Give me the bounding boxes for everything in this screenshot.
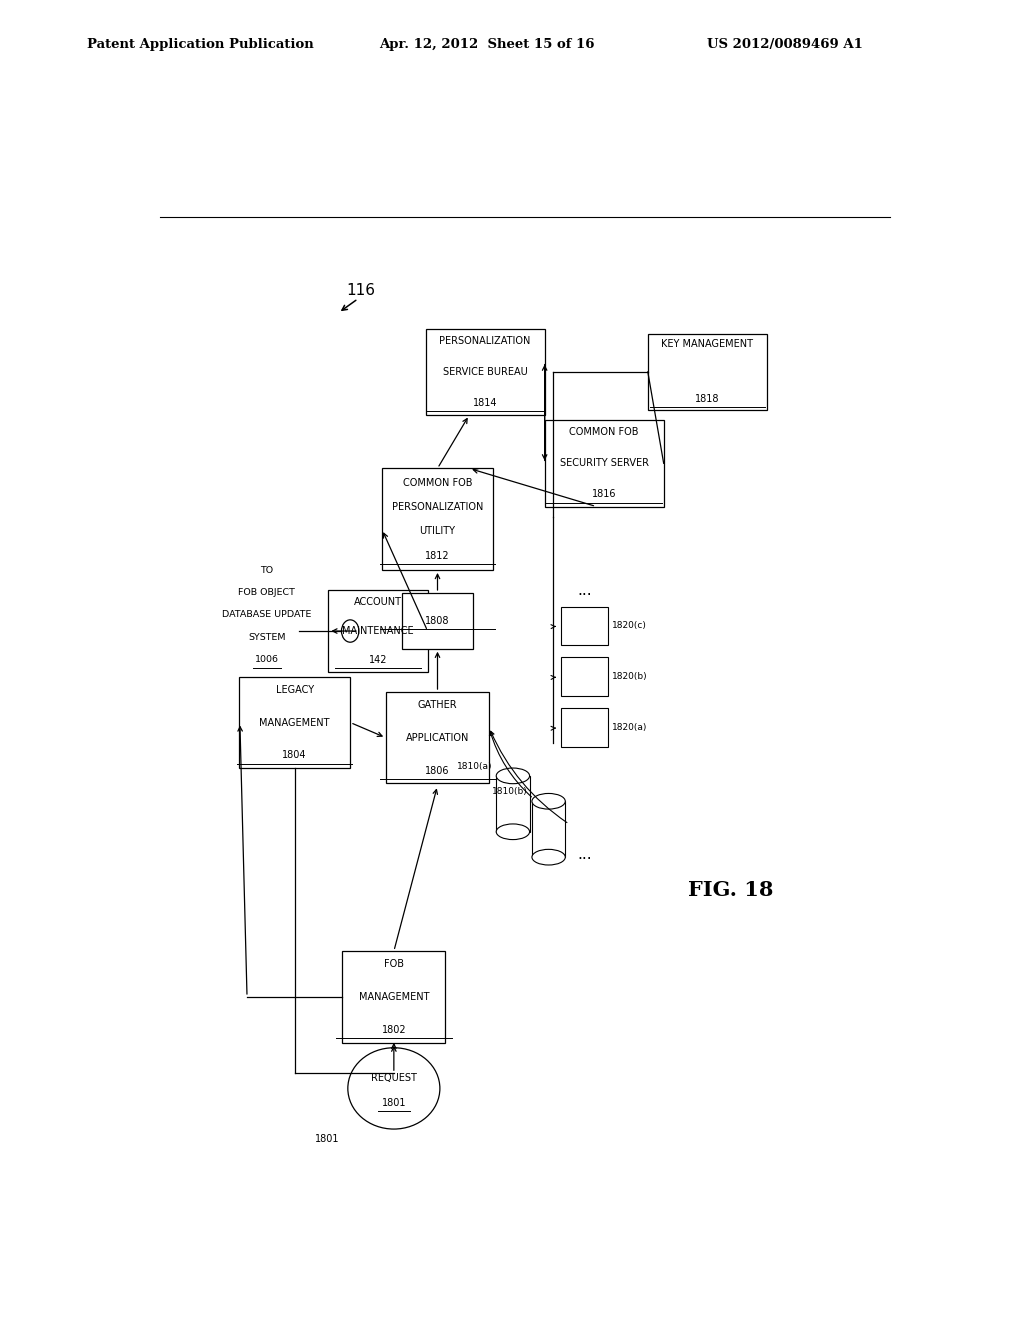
Text: LEGACY: LEGACY bbox=[275, 685, 313, 694]
Text: PERSONALIZATION: PERSONALIZATION bbox=[439, 335, 530, 346]
Ellipse shape bbox=[497, 768, 529, 784]
Ellipse shape bbox=[497, 824, 529, 840]
Text: APPLICATION: APPLICATION bbox=[406, 733, 469, 743]
Text: 142: 142 bbox=[369, 655, 387, 665]
Text: ACCOUNT: ACCOUNT bbox=[354, 597, 402, 607]
Text: ...: ... bbox=[577, 583, 592, 598]
Text: 1802: 1802 bbox=[382, 1024, 407, 1035]
Text: 116: 116 bbox=[346, 282, 375, 298]
Bar bbox=[560, 607, 608, 645]
Text: TO: TO bbox=[260, 565, 273, 574]
Text: SERVICE BUREAU: SERVICE BUREAU bbox=[442, 367, 527, 376]
Text: Apr. 12, 2012  Sheet 15 of 16: Apr. 12, 2012 Sheet 15 of 16 bbox=[379, 37, 594, 50]
Text: 1820(b): 1820(b) bbox=[612, 672, 648, 681]
Bar bbox=[239, 677, 350, 768]
Bar bbox=[560, 709, 608, 747]
Text: PERSONALIZATION: PERSONALIZATION bbox=[392, 502, 483, 512]
Text: SECURITY SERVER: SECURITY SERVER bbox=[560, 458, 648, 469]
Text: MANAGEMENT: MANAGEMENT bbox=[358, 991, 429, 1002]
Bar bbox=[560, 657, 608, 696]
Bar bbox=[329, 590, 428, 672]
Text: FOB: FOB bbox=[384, 960, 403, 969]
Text: 1814: 1814 bbox=[473, 397, 498, 408]
Ellipse shape bbox=[531, 849, 565, 865]
Bar bbox=[426, 329, 545, 414]
Text: 1810(b): 1810(b) bbox=[493, 787, 528, 796]
Text: UTILITY: UTILITY bbox=[420, 527, 456, 536]
Text: 1806: 1806 bbox=[425, 766, 450, 776]
Text: 1804: 1804 bbox=[283, 751, 307, 760]
Text: 1801: 1801 bbox=[382, 1098, 407, 1107]
Text: COMMON FOB: COMMON FOB bbox=[402, 478, 472, 487]
Text: 1816: 1816 bbox=[592, 490, 616, 499]
Text: 1818: 1818 bbox=[695, 395, 720, 404]
Text: DATABASE UPDATE: DATABASE UPDATE bbox=[222, 610, 311, 619]
Text: ...: ... bbox=[577, 847, 592, 862]
Text: 1812: 1812 bbox=[425, 550, 450, 561]
Bar bbox=[386, 692, 489, 784]
Text: FOB OBJECT: FOB OBJECT bbox=[239, 587, 295, 597]
Text: GATHER: GATHER bbox=[418, 700, 458, 710]
Text: 1808: 1808 bbox=[425, 616, 450, 626]
Text: KEY MANAGEMENT: KEY MANAGEMENT bbox=[662, 339, 754, 350]
Text: FIG. 18: FIG. 18 bbox=[688, 880, 774, 900]
Text: Patent Application Publication: Patent Application Publication bbox=[87, 37, 313, 50]
Text: COMMON FOB: COMMON FOB bbox=[569, 428, 639, 437]
Bar bbox=[648, 334, 767, 411]
Bar bbox=[545, 420, 664, 507]
Text: 1801: 1801 bbox=[315, 1134, 340, 1144]
Text: 1820(c): 1820(c) bbox=[612, 622, 647, 631]
Text: SYSTEM: SYSTEM bbox=[248, 632, 286, 642]
Text: REQUEST: REQUEST bbox=[371, 1073, 417, 1084]
Ellipse shape bbox=[348, 1048, 440, 1129]
Ellipse shape bbox=[531, 793, 565, 809]
Text: 1006: 1006 bbox=[255, 655, 279, 664]
Text: US 2012/0089469 A1: US 2012/0089469 A1 bbox=[707, 37, 862, 50]
Text: MANAGEMENT: MANAGEMENT bbox=[259, 718, 330, 727]
Bar bbox=[497, 776, 529, 832]
Bar bbox=[382, 469, 494, 570]
Bar bbox=[401, 593, 473, 649]
Text: 1820(a): 1820(a) bbox=[612, 723, 647, 733]
Bar bbox=[342, 952, 445, 1043]
Text: 1810(a): 1810(a) bbox=[457, 762, 493, 771]
Bar bbox=[531, 801, 565, 857]
Text: MAINTENANCE: MAINTENANCE bbox=[342, 626, 414, 636]
